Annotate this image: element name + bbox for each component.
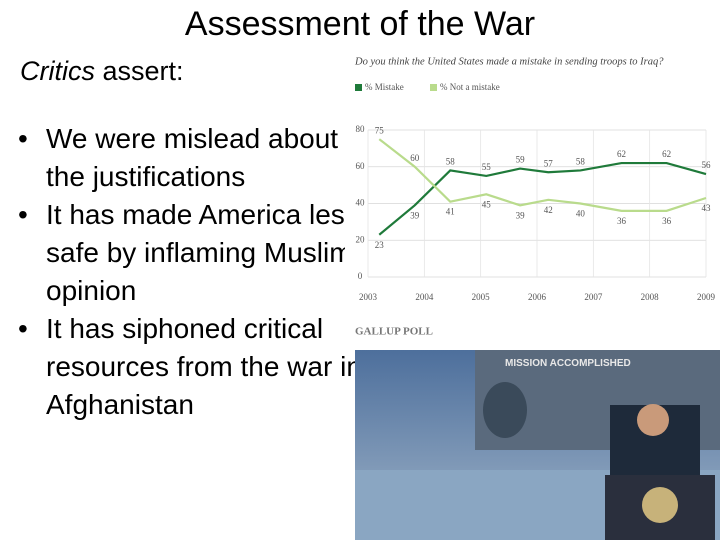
- source: GALLUP POLL: [355, 326, 433, 338]
- bullet: We were mislead about the justifications: [18, 120, 378, 196]
- legend-swatch: [355, 84, 362, 91]
- data-label: 62: [662, 149, 671, 159]
- slide-title: Assessment of the War: [184, 5, 536, 43]
- banner: MISSION ACCOMPLISHED: [505, 358, 631, 369]
- y-tick-label: 80: [356, 124, 366, 134]
- data-label: 42: [544, 205, 553, 215]
- data-label: 57: [544, 158, 554, 168]
- legend-label: % Mistake: [365, 82, 404, 92]
- photo: MISSION ACCOMPLISHED: [355, 350, 720, 540]
- data-label: 62: [617, 149, 626, 159]
- critics-line: Critics assert:: [20, 56, 184, 87]
- x-tick-label: 2009: [697, 292, 716, 302]
- speaker-head: [637, 404, 669, 436]
- y-tick-label: 20: [356, 234, 366, 244]
- data-label: 45: [482, 199, 492, 209]
- data-label: 41: [446, 207, 455, 217]
- data-label: 23: [375, 240, 385, 250]
- data-label: 59: [516, 155, 526, 165]
- data-label: 40: [576, 209, 586, 219]
- data-label: 60: [410, 153, 420, 163]
- x-tick-label: 2003: [359, 292, 378, 302]
- legend-swatch: [430, 84, 437, 91]
- data-label: 39: [516, 210, 526, 220]
- data-label: 36: [662, 216, 672, 226]
- legend-label: % Not a mistake: [440, 82, 500, 92]
- seal: [642, 487, 678, 523]
- y-tick-label: 40: [356, 198, 366, 208]
- data-label: 75: [375, 125, 385, 135]
- critics-emphasis: Critics: [20, 56, 95, 86]
- x-tick-label: 2005: [472, 292, 491, 302]
- data-label: 39: [410, 210, 420, 220]
- bullet: It has siphoned critical resources from …: [18, 310, 378, 424]
- chart-title: Do you think the United States made a mi…: [354, 56, 664, 67]
- data-label: 58: [446, 156, 456, 166]
- x-tick-label: 2008: [641, 292, 660, 302]
- data-label: 55: [482, 162, 492, 172]
- series-line: [378, 138, 707, 212]
- critics-rest: assert:: [102, 56, 184, 86]
- y-tick-label: 60: [356, 161, 366, 171]
- x-tick-label: 2006: [528, 292, 547, 302]
- data-label: 36: [617, 216, 627, 226]
- chart: Do you think the United States made a mi…: [345, 50, 720, 342]
- x-tick-label: 2004: [415, 292, 434, 302]
- x-tick-label: 2007: [584, 292, 603, 302]
- data-label: 58: [576, 156, 586, 166]
- y-tick-label: 0: [358, 271, 363, 281]
- bullet-list: We were mislead about the justifications…: [18, 120, 378, 424]
- data-label: 43: [702, 203, 712, 213]
- bullet: It has made America less safe by inflami…: [18, 196, 378, 310]
- series-line: [378, 161, 707, 236]
- data-label: 56: [702, 160, 712, 170]
- teleprompter: [483, 382, 527, 438]
